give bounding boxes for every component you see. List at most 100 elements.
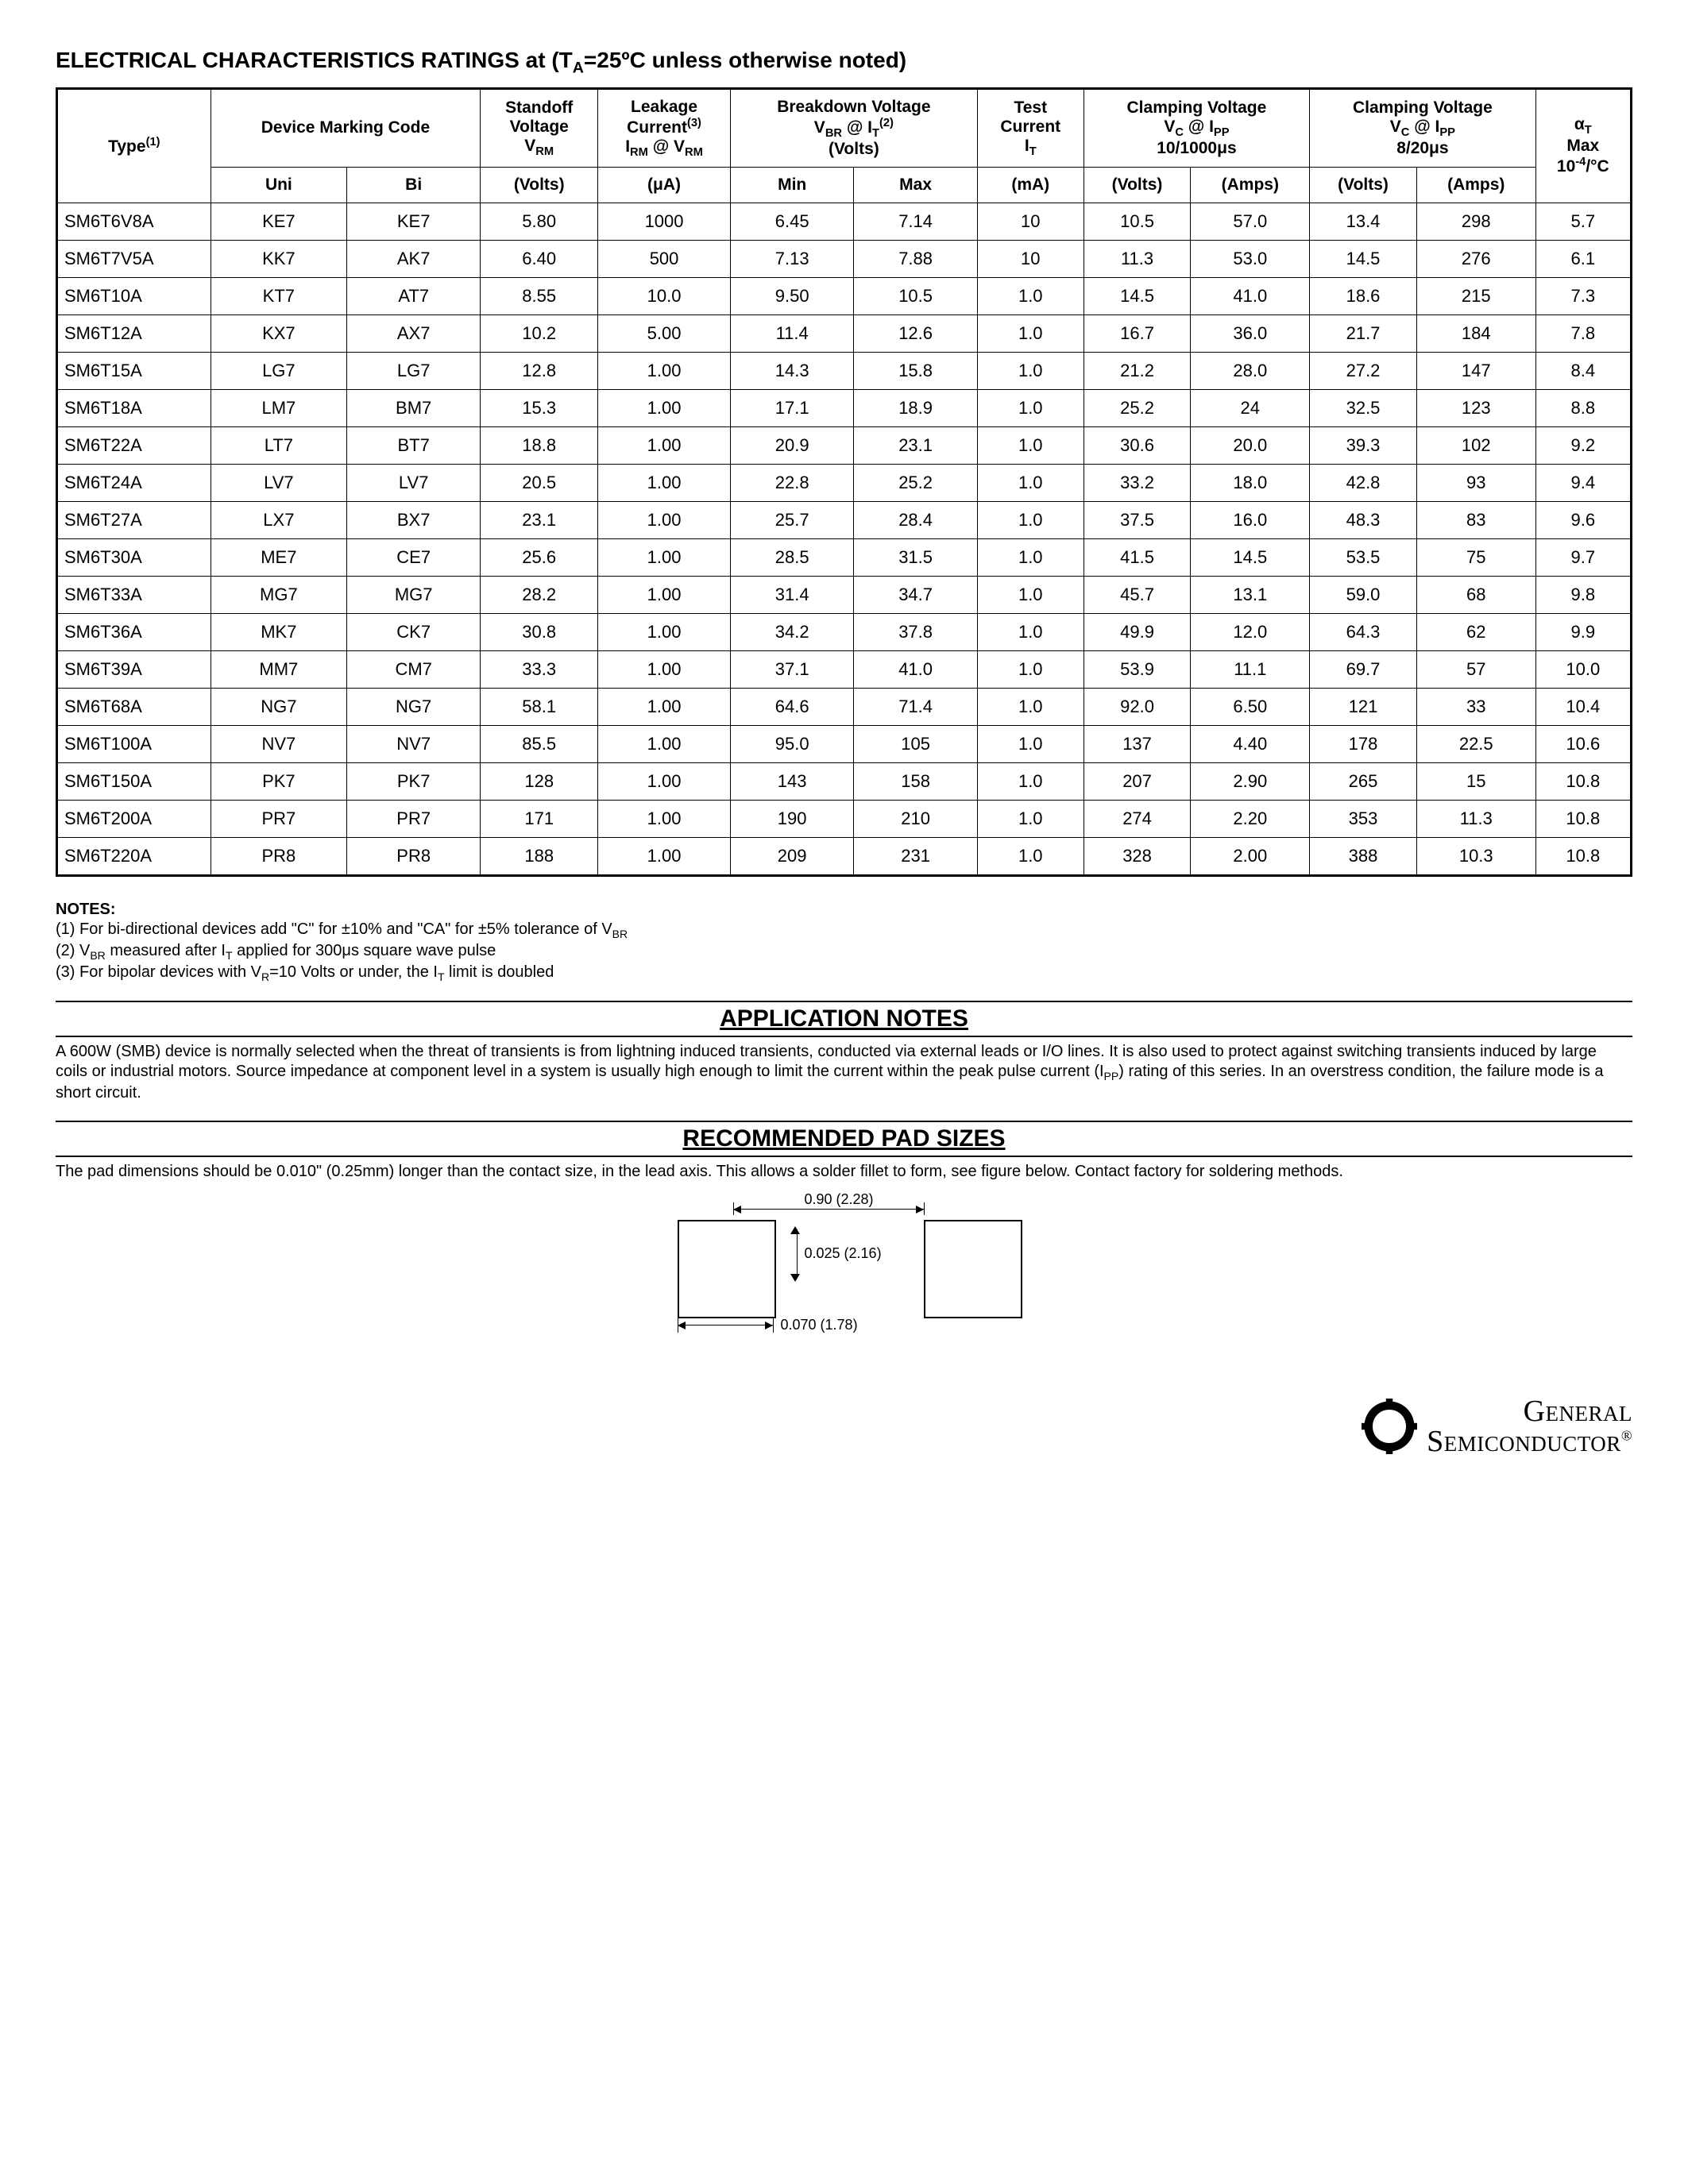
cell-bi: MG7 [347, 576, 481, 613]
cell-c2a: 22.5 [1416, 725, 1535, 762]
cell-it: 1.0 [977, 314, 1083, 352]
cell-it: 10 [977, 203, 1083, 240]
pad-dim-bot: 0.070 (1.78) [781, 1317, 858, 1333]
cell-bmax: 37.8 [854, 613, 977, 650]
cell-uni: MG7 [211, 576, 346, 613]
cell-c1a: 12.0 [1191, 613, 1310, 650]
th-marking: Device Marking Code [211, 88, 481, 167]
cell-bmin: 9.50 [730, 277, 853, 314]
th-c2-l2b: C [1401, 126, 1410, 139]
cell-c1v: 33.2 [1083, 464, 1191, 501]
th-amps2: (Amps) [1416, 167, 1535, 203]
cell-c1v: 328 [1083, 837, 1191, 875]
cell-bi: AX7 [347, 314, 481, 352]
th-volts2: (Volts) [1083, 167, 1191, 203]
cell-type: SM6T68A [57, 688, 211, 725]
cell-c1v: 11.3 [1083, 240, 1191, 277]
table-row: SM6T12AKX7AX710.25.0011.412.61.016.736.0… [57, 314, 1632, 352]
cell-c2v: 59.0 [1310, 576, 1417, 613]
cell-vrm: 20.5 [481, 464, 598, 501]
cell-irm: 1.00 [598, 576, 731, 613]
cell-irm: 10.0 [598, 277, 731, 314]
cell-uni: MM7 [211, 650, 346, 688]
cell-type: SM6T200A [57, 800, 211, 837]
th-a-pre: α [1574, 115, 1585, 133]
th-c2-l2d: PP [1439, 126, 1455, 139]
cell-it: 1.0 [977, 538, 1083, 576]
cell-bi: CM7 [347, 650, 481, 688]
pad-dim-mid: 0.025 (2.16) [805, 1245, 882, 1262]
cell-it: 10 [977, 240, 1083, 277]
cell-bmin: 31.4 [730, 576, 853, 613]
cell-it: 1.0 [977, 613, 1083, 650]
th-leakage-l2s: (3) [687, 117, 701, 129]
cell-uni: MK7 [211, 613, 346, 650]
n2-sub2: T [226, 949, 233, 962]
cell-uni: NG7 [211, 688, 346, 725]
cell-type: SM6T100A [57, 725, 211, 762]
cell-c2v: 178 [1310, 725, 1417, 762]
cell-c1a: 6.50 [1191, 688, 1310, 725]
cell-c1v: 14.5 [1083, 277, 1191, 314]
cell-irm: 1.00 [598, 389, 731, 426]
pad-right-rect [924, 1220, 1022, 1318]
cell-uni: KK7 [211, 240, 346, 277]
logo-text: General Semiconductor® [1427, 1396, 1632, 1457]
cell-bi: CK7 [347, 613, 481, 650]
cell-vrm: 33.3 [481, 650, 598, 688]
th-uA: (μA) [598, 167, 731, 203]
cell-type: SM6T33A [57, 576, 211, 613]
th-clamp1: Clamping Voltage VC @ IPP 10/1000μs [1083, 88, 1309, 167]
cell-type: SM6T150A [57, 762, 211, 800]
n3-pre: (3) For bipolar devices with V [56, 963, 261, 981]
th-c1-l2d: PP [1214, 126, 1230, 139]
cell-c1a: 2.00 [1191, 837, 1310, 875]
n1-pre: (1) For bi-directional devices add "C" f… [56, 920, 612, 938]
cell-c2a: 11.3 [1416, 800, 1535, 837]
cell-at: 10.6 [1535, 725, 1631, 762]
cell-type: SM6T22A [57, 426, 211, 464]
cell-type: SM6T36A [57, 613, 211, 650]
pad-tick-2 [924, 1202, 925, 1215]
cell-bi: AK7 [347, 240, 481, 277]
th-max: Max [854, 167, 977, 203]
th-type-label: Type [108, 137, 145, 156]
pad-mid-arrow-down [790, 1274, 800, 1282]
pad-tick-4 [773, 1317, 774, 1333]
cell-bmin: 28.5 [730, 538, 853, 576]
th-bi: Bi [347, 167, 481, 203]
cell-bmin: 20.9 [730, 426, 853, 464]
table-row: SM6T33AMG7MG728.21.0031.434.71.045.713.1… [57, 576, 1632, 613]
table-row: SM6T150APK7PK71281.001431581.02072.90265… [57, 762, 1632, 800]
cell-it: 1.0 [977, 762, 1083, 800]
cell-c1a: 41.0 [1191, 277, 1310, 314]
cell-at: 9.6 [1535, 501, 1631, 538]
cell-vrm: 171 [481, 800, 598, 837]
cell-bi: PR7 [347, 800, 481, 837]
th-leakage: Leakage Current(3) IRM @ VRM [598, 88, 731, 167]
cell-uni: KE7 [211, 203, 346, 240]
cell-uni: NV7 [211, 725, 346, 762]
th-mA: (mA) [977, 167, 1083, 203]
title-sub: A [573, 60, 584, 77]
cell-c2a: 123 [1416, 389, 1535, 426]
th-standoff-l2: Voltage [510, 118, 569, 136]
cell-uni: KX7 [211, 314, 346, 352]
cell-bi: PR8 [347, 837, 481, 875]
cell-bi: NV7 [347, 725, 481, 762]
note-2: (2) VBR measured after IT applied for 30… [56, 942, 1632, 962]
th-standoff: Standoff Voltage VRM [481, 88, 598, 167]
table-row: SM6T68ANG7NG758.11.0064.671.41.092.06.50… [57, 688, 1632, 725]
cell-c1v: 37.5 [1083, 501, 1191, 538]
th-a-sub: T [1585, 124, 1592, 137]
cell-vrm: 23.1 [481, 501, 598, 538]
th-test-l3b: T [1029, 145, 1037, 158]
cell-c2v: 353 [1310, 800, 1417, 837]
cell-c1a: 28.0 [1191, 352, 1310, 389]
th-bd-l1: Breakdown Voltage [777, 98, 930, 116]
cell-c1a: 57.0 [1191, 203, 1310, 240]
cell-bmin: 14.3 [730, 352, 853, 389]
cell-bi: BM7 [347, 389, 481, 426]
table-row: SM6T18ALM7BM715.31.0017.118.91.025.22432… [57, 389, 1632, 426]
cell-bmax: 28.4 [854, 501, 977, 538]
